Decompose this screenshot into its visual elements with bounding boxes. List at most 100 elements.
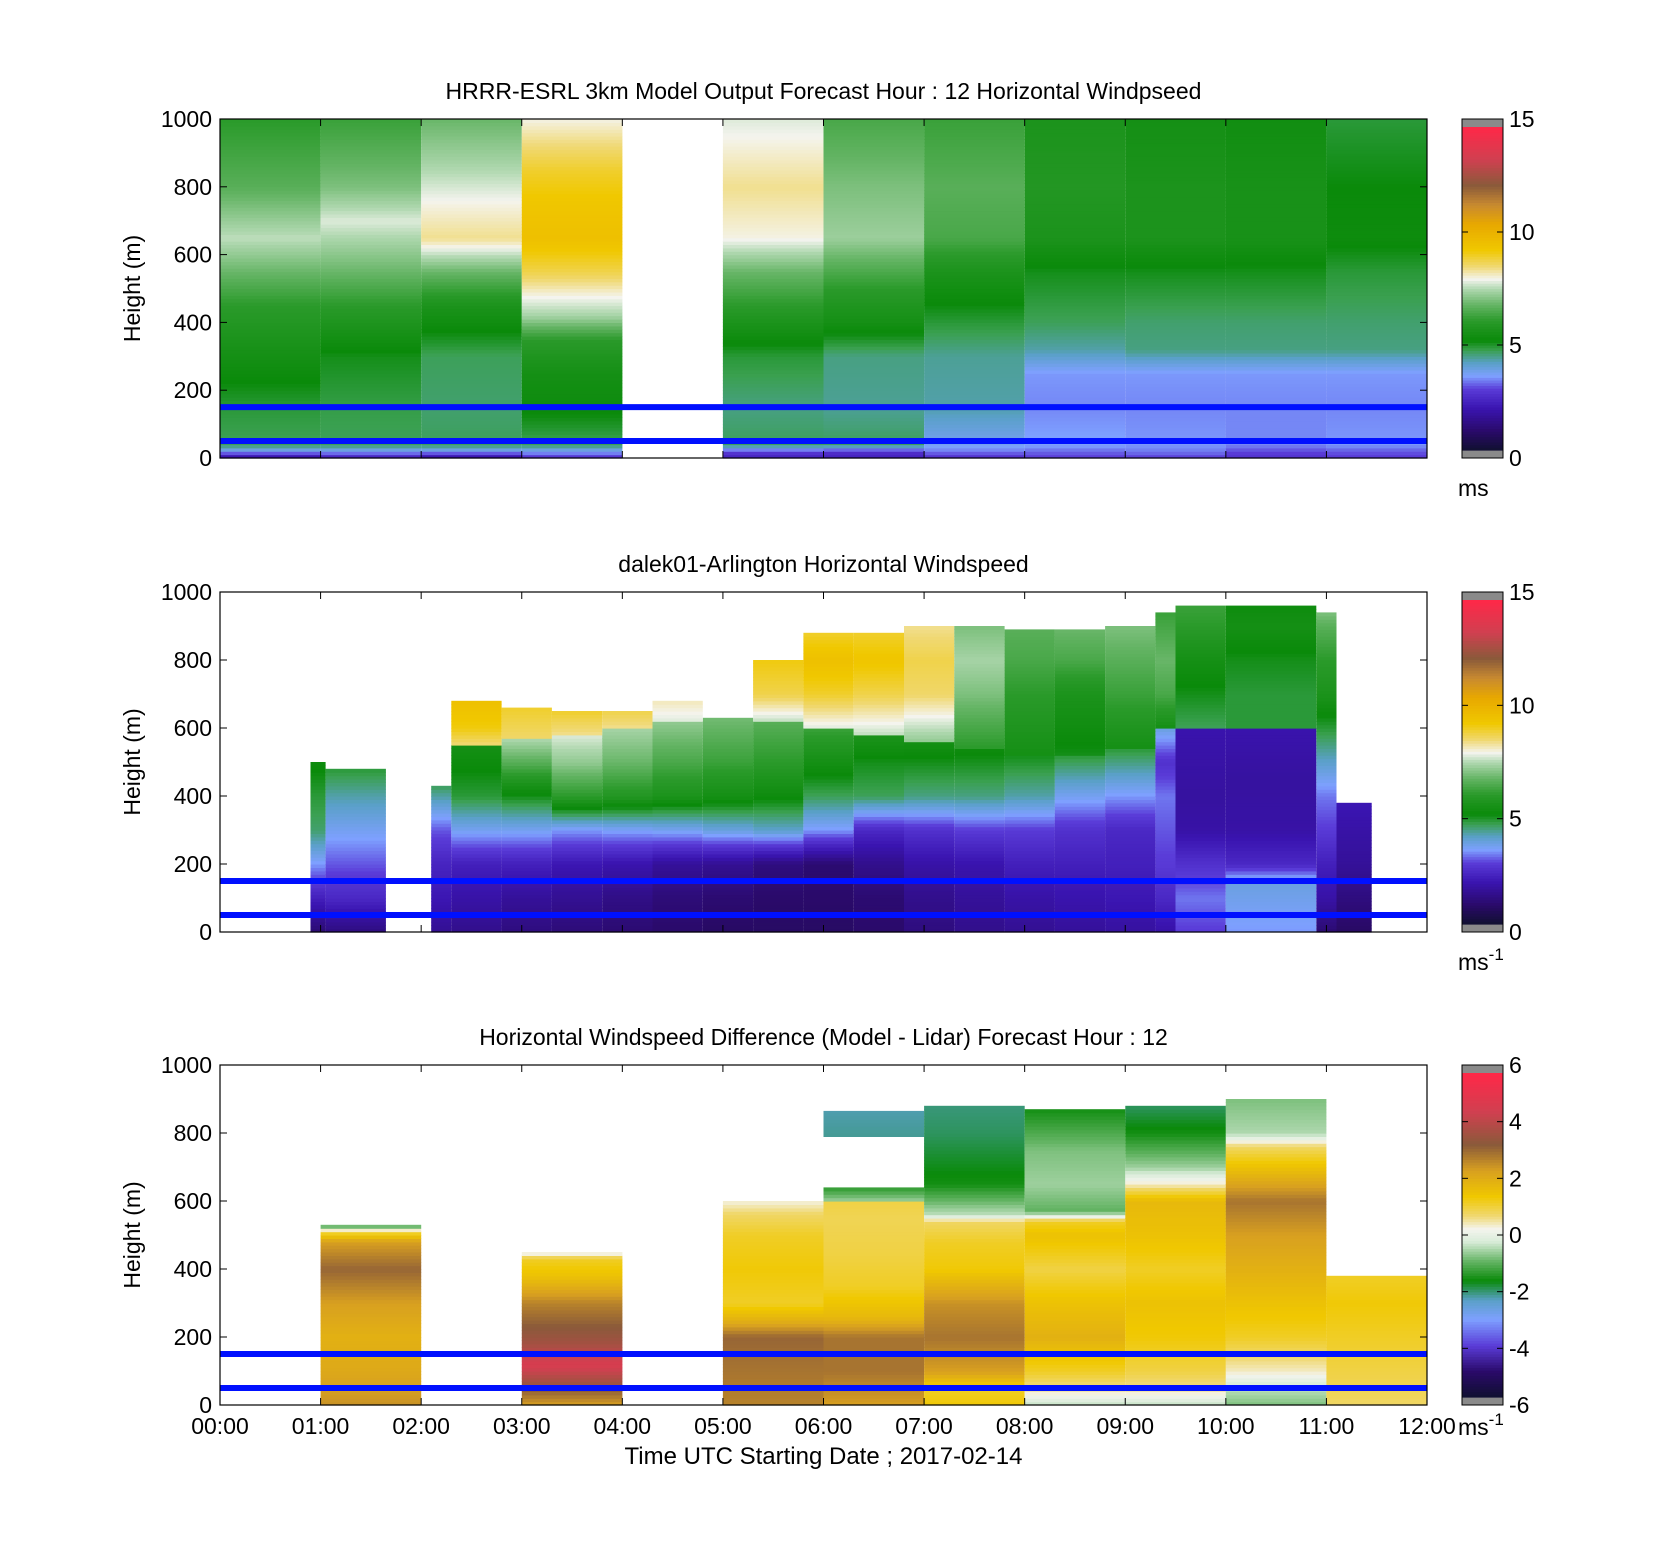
colorbar-swatch [1462,439,1503,443]
colorbar-swatch [1462,1337,1503,1341]
heatmap-cell [220,434,321,439]
heatmap-cell [1316,653,1337,658]
heatmap-cell [1024,234,1126,239]
heatmap-cell [521,234,623,239]
heatmap-cell [1225,156,1327,161]
heatmap-cell [220,224,321,229]
heatmap-cell [1125,393,1226,398]
heatmap-cell [1125,193,1226,198]
heatmap-cell [1054,717,1106,722]
heatmap-cell [1336,816,1372,821]
heatmap-cell [521,190,623,195]
heatmap-cell [501,891,552,896]
colorbar-swatch [1462,390,1503,395]
heatmap-cell [823,237,925,242]
heatmap-cell [954,823,1005,828]
heatmap-cell [451,799,502,804]
heatmap-cell [1225,1377,1327,1382]
colorbar-swatch [1462,635,1503,639]
heatmap-cell [823,322,925,327]
heatmap-cell [551,734,603,739]
heatmap-cell [1225,186,1327,191]
heatmap-cell [1225,1126,1327,1131]
model-windspeed-panel: HRRR-ESRL 3km Model Output Forecast Hour… [119,78,1535,501]
heatmap-cell [521,1265,623,1270]
colorbar-swatch [1462,1156,1503,1160]
heatmap-cell [1125,1194,1226,1199]
heatmap-cell [1316,867,1337,872]
colorbar-tick-label: 10 [1509,692,1535,718]
heatmap-cell [1004,677,1055,681]
heatmap-cell [602,809,653,814]
heatmap-cell [1316,843,1337,848]
heatmap-cell [652,864,703,868]
heatmap-cell [501,792,552,797]
heatmap-cell [320,1235,422,1239]
heatmap-cell [823,142,925,147]
heatmap-cell [521,1401,623,1406]
heatmap-cell [652,799,703,804]
heatmap-cell [521,258,623,262]
heatmap-cell [1175,802,1226,807]
heatmap-cell [501,867,552,872]
heatmap-cell [451,700,502,705]
colorbar-swatch [1462,1105,1503,1109]
heatmap-cell [1225,352,1327,357]
heatmap-cell [1125,1282,1226,1287]
heatmap-cell [1024,224,1126,229]
y-tick-label: 0 [199,445,212,471]
heatmap-cell [853,802,904,807]
heatmap-cell [722,1269,824,1273]
heatmap-cell [924,1133,1025,1137]
heatmap-cell [1225,1296,1327,1301]
heatmap-cells [310,605,1372,933]
heatmap-cell [702,901,754,906]
heatmap-cell [1175,830,1226,834]
heatmap-cell [803,870,854,875]
heatmap-cell [501,850,552,855]
colorbar-swatch [1462,404,1503,408]
heatmap-cell [1336,836,1372,841]
colorbar-swatch [1462,1127,1503,1131]
heatmap-cell [753,697,804,702]
heatmap-cell [521,1275,623,1280]
heatmap-cell [1054,670,1106,675]
heatmap-cell [1105,864,1156,868]
heatmap-cell [310,918,326,923]
heatmap-cell [702,874,754,879]
heatmap-cell [1105,799,1156,804]
heatmap-cell [1024,319,1126,323]
heatmap-cell [220,430,321,435]
heatmap-cell [702,904,754,909]
heatmap-cell [1004,697,1055,702]
heatmap-cell [451,823,502,828]
heatmap-cell [521,342,623,347]
heatmap-cell [1004,792,1055,797]
heatmap-cell [954,840,1005,845]
heatmap-cell [421,356,522,361]
heatmap-cell [521,308,623,313]
colorbar-swatch [1462,137,1503,142]
colorbar-swatch [1462,640,1503,644]
heatmap-cell [451,901,502,906]
colorbar-swatch [1462,913,1503,917]
colorbar-swatch [1462,762,1503,766]
colorbar-swatch [1462,431,1503,435]
heatmap-cell [1316,619,1337,624]
heatmap-cell [722,1207,824,1212]
colorbar-swatch [1462,277,1503,282]
heatmap-cell [1155,891,1176,896]
heatmap-cell [602,816,653,821]
heatmap-cell [1155,707,1176,712]
heatmap-cell [924,271,1025,276]
heatmap-cell [1225,1119,1327,1124]
heatmap-cell [220,200,321,205]
heatmap-cell [602,792,653,797]
heatmap-cell [1175,666,1226,671]
heatmap-cell [803,643,854,647]
colorbar-swatch [1462,234,1503,238]
heatmap-cell [722,1218,824,1222]
colorbar-swatch [1462,1164,1503,1169]
heatmap-cell [924,244,1025,249]
heatmap-cell [1105,680,1156,685]
